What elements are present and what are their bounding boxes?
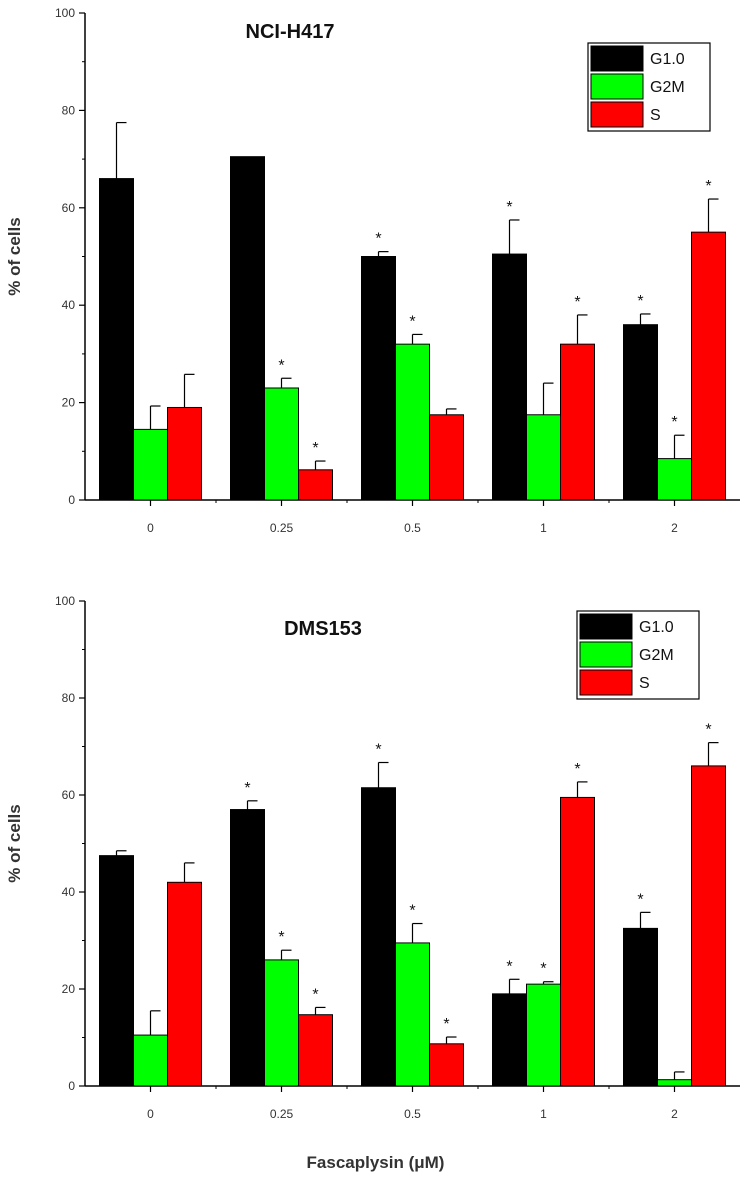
y-tick-label: 60 bbox=[62, 201, 76, 215]
significance-asterisk: * bbox=[278, 929, 284, 946]
significance-asterisk: * bbox=[705, 722, 711, 739]
legend: G1.0 G2M S bbox=[587, 42, 711, 132]
bar-g2m bbox=[526, 414, 561, 501]
y-tick-label: 20 bbox=[62, 396, 76, 410]
bar-s bbox=[429, 414, 464, 501]
y-tick-label: 40 bbox=[62, 298, 76, 312]
y-tick-label: 100 bbox=[55, 6, 75, 20]
legend-label: G1.0 bbox=[639, 619, 674, 636]
bar-s bbox=[691, 231, 726, 501]
bar-g2m bbox=[264, 387, 299, 501]
legend-label: S bbox=[650, 107, 661, 124]
bar-s bbox=[167, 881, 202, 1087]
y-tick-label: 0 bbox=[68, 1079, 75, 1093]
bar-g2m bbox=[395, 343, 430, 501]
legend-label: G2M bbox=[650, 79, 685, 96]
legend: G1.0 G2M S bbox=[576, 610, 700, 700]
legend-swatch-g1-0 bbox=[579, 613, 633, 640]
legend-swatch-g1-0 bbox=[590, 45, 644, 72]
bar-s bbox=[560, 796, 595, 1087]
significance-asterisk: * bbox=[312, 986, 318, 1003]
x-tick-label: 0.5 bbox=[404, 521, 421, 535]
significance-asterisk: * bbox=[540, 961, 546, 978]
significance-asterisk: * bbox=[574, 294, 580, 311]
legend-swatch-g2m bbox=[590, 73, 644, 100]
significance-asterisk: * bbox=[443, 1016, 449, 1033]
y-tick-label: 100 bbox=[55, 594, 75, 608]
bar-g1-0 bbox=[99, 178, 134, 501]
bar-g2m bbox=[264, 959, 299, 1087]
bar-g2m bbox=[133, 428, 168, 501]
y-tick-label: 80 bbox=[62, 103, 76, 117]
bar-s bbox=[298, 1014, 333, 1087]
legend-label: G2M bbox=[639, 647, 674, 664]
significance-asterisk: * bbox=[671, 414, 677, 431]
y-tick-label: 20 bbox=[62, 982, 76, 996]
bar-s bbox=[560, 343, 595, 501]
chart-panel-nci-h417: 0 20 40 60 80 100 0 0.25 0.5 1 2 % of cells NCI-H417… bbox=[5, 6, 740, 535]
bar-g1-0 bbox=[230, 809, 265, 1087]
significance-asterisk: * bbox=[574, 761, 580, 778]
bar-g2m bbox=[657, 1079, 692, 1087]
y-tick-label: 40 bbox=[62, 885, 76, 899]
bar-g1-0 bbox=[492, 253, 527, 501]
legend-swatch-g2m bbox=[579, 641, 633, 668]
significance-asterisk: * bbox=[637, 293, 643, 310]
bar-g2m bbox=[526, 983, 561, 1087]
legend-swatch-s bbox=[579, 669, 633, 696]
x-axis-label: Fascaplysin (μM) bbox=[306, 1153, 445, 1172]
significance-asterisk: * bbox=[637, 891, 643, 908]
bar-s bbox=[167, 406, 202, 501]
chart-title: NCI-H417 bbox=[246, 21, 335, 43]
bar-g1-0 bbox=[99, 855, 134, 1087]
significance-asterisk: * bbox=[312, 440, 318, 457]
bar-g2m bbox=[657, 458, 692, 501]
x-tick-label: 0.25 bbox=[270, 1107, 294, 1121]
y-tick-label: 0 bbox=[68, 493, 75, 507]
bar-g2m bbox=[395, 942, 430, 1087]
significance-asterisk: * bbox=[375, 231, 381, 248]
chart-title: DMS153 bbox=[284, 618, 362, 640]
significance-asterisk: * bbox=[244, 780, 250, 797]
legend-label: G1.0 bbox=[650, 51, 685, 68]
bar-g1-0 bbox=[361, 256, 396, 501]
x-tick-label: 1 bbox=[540, 521, 547, 535]
y-tick-label: 80 bbox=[62, 691, 76, 705]
x-tick-label: 0 bbox=[147, 521, 154, 535]
bar-s bbox=[429, 1043, 464, 1087]
significance-asterisk: * bbox=[409, 313, 415, 330]
bar-g1-0 bbox=[230, 156, 265, 501]
legend-swatch-s bbox=[590, 101, 644, 128]
significance-asterisk: * bbox=[375, 742, 381, 759]
significance-asterisk: * bbox=[506, 958, 512, 975]
bar-g1-0 bbox=[361, 787, 396, 1087]
significance-asterisk: * bbox=[409, 903, 415, 920]
significance-asterisk: * bbox=[278, 357, 284, 374]
x-tick-label: 0 bbox=[147, 1107, 154, 1121]
significance-asterisk: * bbox=[705, 178, 711, 195]
bar-s bbox=[691, 765, 726, 1087]
y-tick-label: 60 bbox=[62, 788, 76, 802]
x-tick-label: 0.25 bbox=[270, 521, 294, 535]
bar-g1-0 bbox=[492, 993, 527, 1087]
bar-g1-0 bbox=[623, 927, 658, 1087]
x-tick-label: 2 bbox=[671, 1107, 678, 1121]
bar-g1-0 bbox=[623, 324, 658, 501]
x-tick-label: 2 bbox=[671, 521, 678, 535]
x-tick-label: 0.5 bbox=[404, 1107, 421, 1121]
bar-s bbox=[298, 469, 333, 501]
chart-panel-dms153: 0 20 40 60 80 100 0 0.25 0.5 1 2 % of cells DMS153 * *… bbox=[5, 594, 740, 1121]
y-axis-label: % of cells bbox=[5, 804, 24, 882]
legend-label: S bbox=[639, 675, 650, 692]
significance-asterisk: * bbox=[506, 199, 512, 216]
x-tick-label: 1 bbox=[540, 1107, 547, 1121]
y-axis-label: % of cells bbox=[5, 217, 24, 295]
bar-g2m bbox=[133, 1034, 168, 1087]
